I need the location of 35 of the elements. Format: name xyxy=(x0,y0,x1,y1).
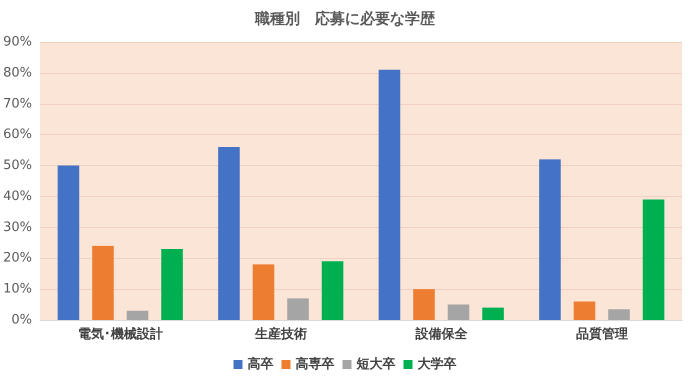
legend-label: 高卒 xyxy=(248,356,274,372)
legend-label: 高専卒 xyxy=(296,356,334,372)
x-tick-label: 電気･機械設計 xyxy=(78,326,163,342)
bar xyxy=(252,264,274,320)
bar xyxy=(218,147,240,320)
bar xyxy=(539,159,561,320)
bar xyxy=(413,289,435,320)
y-tick-label: 70% xyxy=(3,96,32,112)
x-tick-label: 設備保全 xyxy=(414,326,468,342)
y-tick-label: 50% xyxy=(3,158,32,174)
y-tick-label: 80% xyxy=(3,65,32,80)
y-tick-label: 90% xyxy=(3,34,32,50)
legend-label: 短大卒 xyxy=(356,356,396,372)
y-tick-label: 20% xyxy=(3,250,32,266)
bar xyxy=(608,309,630,320)
x-tick-label: 生産技術 xyxy=(254,326,307,342)
y-tick-label: 10% xyxy=(3,282,32,297)
legend-label: 大学卒 xyxy=(418,356,456,372)
bar xyxy=(378,70,400,320)
bar xyxy=(322,261,344,320)
chart-title: 職種別 応募に必要な学歴 xyxy=(254,10,436,28)
bar xyxy=(58,166,80,320)
bar xyxy=(161,248,183,320)
y-tick-label: 0% xyxy=(11,312,32,328)
y-tick-label: 40% xyxy=(3,188,32,204)
bar xyxy=(482,308,504,320)
bar xyxy=(448,304,470,320)
y-tick-label: 30% xyxy=(3,220,32,235)
x-tick-label: 品質管理 xyxy=(576,326,628,342)
bar xyxy=(92,246,114,320)
y-tick-label: 60% xyxy=(3,127,32,142)
bar xyxy=(287,298,309,320)
bar xyxy=(642,200,664,320)
bar xyxy=(574,301,596,320)
bar xyxy=(126,310,148,320)
